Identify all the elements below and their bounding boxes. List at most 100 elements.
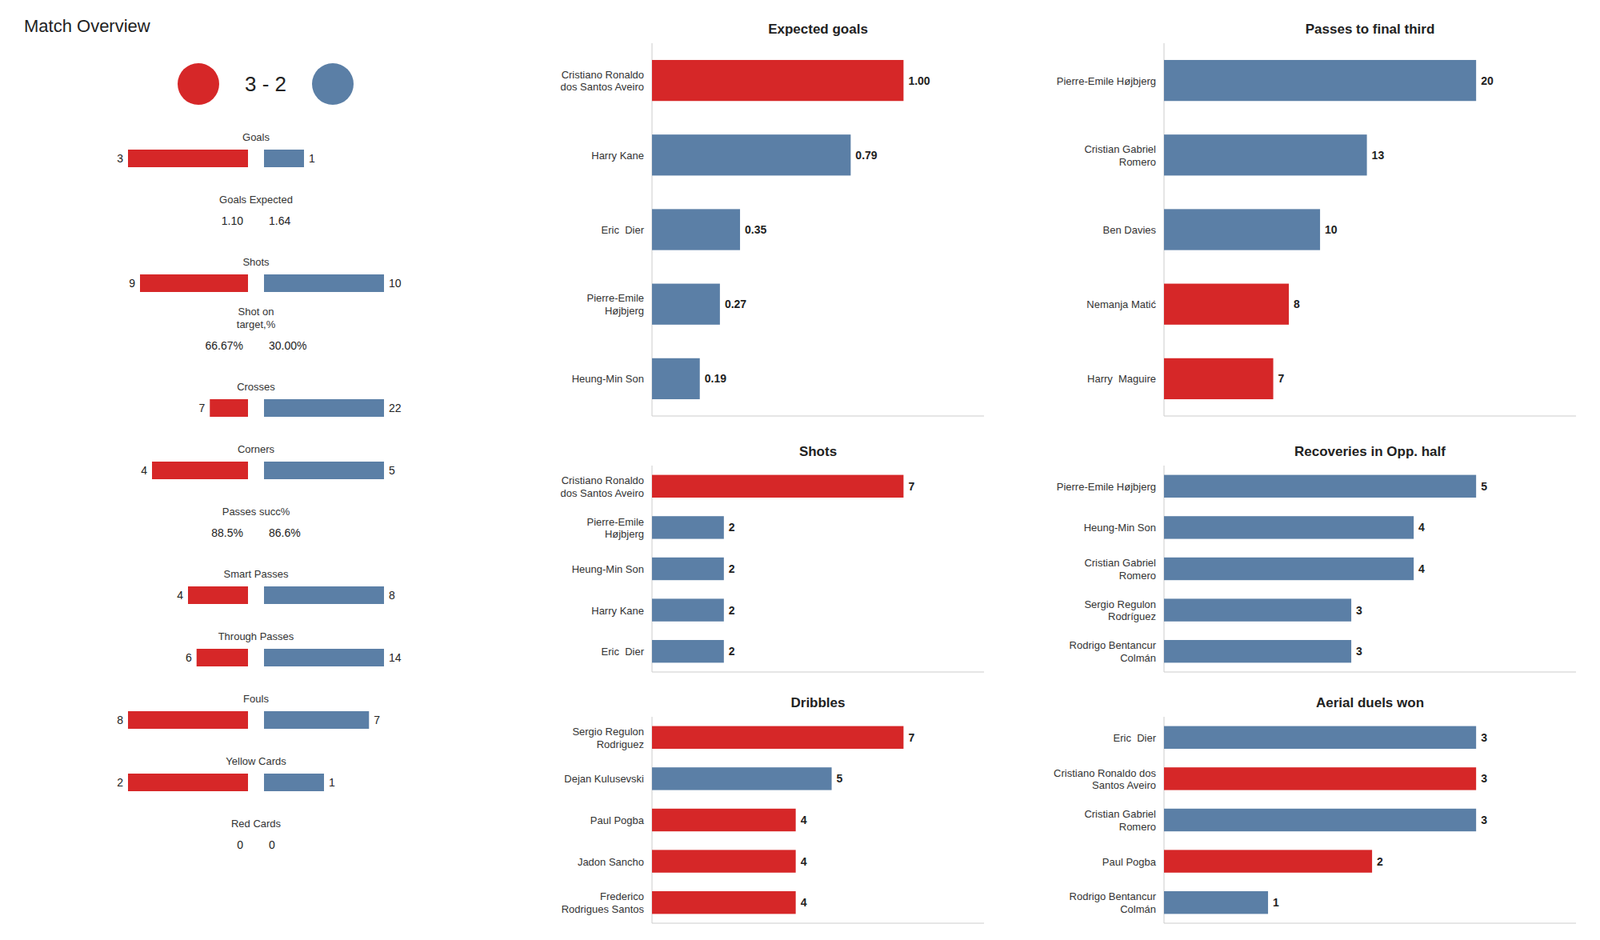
text-line: Expected goals — [768, 21, 868, 37]
text-line: Shot on — [238, 305, 275, 318]
bar — [652, 557, 724, 580]
tick-label: Paul Pogba — [590, 814, 645, 827]
text-line: Eric Dier — [601, 645, 645, 658]
bar — [1164, 358, 1274, 400]
text-line: 4 — [1418, 520, 1425, 534]
bar — [1164, 808, 1476, 832]
data-label: 0 — [268, 838, 276, 852]
text-line: Eric Dier — [601, 224, 645, 236]
text-line: Eric Dier — [1113, 731, 1157, 744]
axis-line — [1164, 416, 1576, 417]
bars — [1164, 475, 1476, 664]
data-label: 22 — [388, 401, 402, 415]
text-line: Paul Pogba — [1102, 855, 1157, 868]
data-label: 3 — [1480, 731, 1488, 744]
bar — [1164, 849, 1372, 872]
stat-bar — [264, 274, 384, 292]
stat-bar — [196, 648, 248, 667]
bar — [652, 358, 700, 400]
data-label: 0.19 — [704, 372, 727, 385]
text-line: 4 — [800, 855, 808, 868]
text-line: 86.6% — [268, 526, 301, 540]
data-label: 0.79 — [855, 148, 877, 162]
tick-label: Eric Dier — [601, 224, 645, 236]
team-logo — [177, 63, 220, 105]
text-line: Rodrigo Bentancur — [1069, 890, 1157, 903]
bar — [652, 516, 724, 539]
stat-label: Crosses — [236, 380, 276, 393]
bars — [652, 475, 904, 664]
text-line: Shots — [799, 444, 837, 460]
text-line: Cristian Gabriel — [1084, 808, 1156, 820]
bar — [652, 134, 851, 176]
data-label: 5 — [836, 772, 844, 785]
data-label: 2 — [116, 776, 124, 789]
data-label: 10 — [388, 276, 402, 290]
stat-bar — [128, 711, 248, 729]
data-label: 2 — [728, 604, 736, 617]
text-line: Dejan Kulusevski — [564, 772, 644, 785]
text-line: 10 — [388, 276, 402, 290]
axis-line — [652, 416, 984, 417]
text-line: 5 — [836, 772, 844, 785]
chart-title: Passes to final third — [1305, 21, 1436, 37]
tick-label: Cristian GabrielRomero — [1084, 556, 1156, 582]
text-line: 9 — [128, 276, 136, 290]
tick-label: Cristiano Ronaldodos Santos Aveiro — [560, 68, 644, 93]
text-line: Aerial duels won — [1316, 695, 1424, 711]
tick-label: Harry Maguire — [1087, 372, 1156, 385]
stat-label: Passes succ% — [222, 505, 291, 518]
tick-label: Dejan Kulusevski — [564, 772, 644, 785]
text-line: 4 — [800, 896, 808, 909]
text-line: 1.10 — [221, 214, 244, 228]
bar — [652, 640, 724, 663]
bar — [652, 598, 724, 621]
tick-label: Pierre-Emile Højbjerg — [1056, 74, 1156, 87]
stat-bar — [264, 648, 384, 667]
text-line: Harry Maguire — [1087, 372, 1156, 385]
stat-label: Goals Expected — [219, 193, 293, 206]
data-label: 0 — [236, 838, 244, 852]
text-line: 3 — [1480, 813, 1488, 827]
text-line: 1 — [308, 152, 316, 165]
bar — [652, 284, 720, 325]
text-line: Smart Passes — [224, 568, 289, 580]
data-label: 10 — [1324, 223, 1338, 236]
text-line: Santos Aveiro — [1092, 779, 1156, 792]
text-line: 88.5% — [211, 526, 244, 540]
data-label: 88.5% — [211, 526, 244, 540]
data-label: 9 — [128, 276, 136, 290]
stat-bar — [152, 461, 248, 480]
text-line: 1 — [1272, 896, 1280, 909]
text-line: 0.35 — [744, 223, 767, 236]
text-line: dos Santos Aveiro — [560, 486, 644, 499]
text-line: 4 — [140, 464, 148, 477]
data-label: 86.6% — [268, 526, 301, 540]
bar — [652, 60, 904, 101]
chart-page: Match Overview3 - 2Goals31Goals Expected… — [0, 0, 1600, 940]
data-label: 2 — [728, 644, 736, 658]
text-line: Rodrigo Bentancur — [1069, 639, 1157, 652]
text-line: 7 — [908, 480, 915, 493]
text-line: Pierre-Emile — [586, 515, 644, 528]
text-line: 10 — [1324, 223, 1338, 236]
data-label: 2 — [1376, 855, 1384, 868]
bars — [652, 726, 904, 915]
text-line: Ben Davies — [1103, 224, 1157, 236]
bars — [1164, 60, 1476, 400]
text-line: 5 — [1480, 480, 1488, 493]
bar — [652, 208, 740, 250]
data-label: 7 — [1278, 372, 1285, 385]
bar — [1164, 516, 1414, 539]
text-line: target,% — [236, 318, 276, 331]
stat-bar — [264, 399, 384, 417]
text-line: Dribbles — [790, 695, 845, 711]
data-label: 4 — [140, 464, 148, 477]
data-label: 1 — [328, 776, 336, 789]
data-label: 7 — [908, 480, 915, 493]
text-line: Nemanja Matić — [1086, 298, 1156, 311]
data-label: 1.00 — [908, 74, 930, 88]
tick-label: Cristiano Ronaldo dosSantos Aveiro — [1053, 766, 1156, 792]
bar — [652, 475, 904, 498]
data-label: 3 — [1356, 604, 1363, 617]
